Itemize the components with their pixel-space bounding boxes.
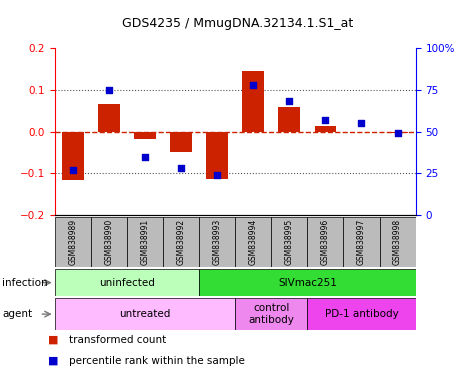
- Text: ■: ■: [48, 335, 58, 345]
- Text: untreated: untreated: [119, 309, 171, 319]
- Point: [69, 167, 76, 173]
- Text: infection: infection: [2, 278, 48, 288]
- Bar: [55, 269, 199, 296]
- Bar: [163, 217, 199, 267]
- Text: GSM838992: GSM838992: [177, 219, 185, 265]
- Bar: [55, 217, 91, 267]
- Point: [105, 87, 113, 93]
- Text: uninfected: uninfected: [99, 278, 155, 288]
- Bar: [343, 217, 380, 267]
- Point: [322, 117, 329, 123]
- Bar: [170, 131, 192, 152]
- Text: GSM838991: GSM838991: [141, 219, 149, 265]
- Text: GSM838996: GSM838996: [321, 219, 330, 265]
- Bar: [127, 217, 163, 267]
- Text: PD-1 antibody: PD-1 antibody: [324, 309, 399, 319]
- Point: [285, 98, 293, 104]
- Bar: [91, 217, 127, 267]
- Bar: [62, 131, 84, 180]
- Bar: [314, 126, 336, 131]
- Text: ■: ■: [48, 356, 58, 366]
- Bar: [134, 131, 156, 139]
- Point: [141, 154, 149, 160]
- Text: GSM838990: GSM838990: [104, 219, 113, 265]
- Bar: [351, 131, 372, 132]
- Text: GSM838995: GSM838995: [285, 219, 294, 265]
- Point: [213, 172, 221, 178]
- Bar: [235, 298, 307, 330]
- Bar: [242, 71, 264, 131]
- Bar: [199, 269, 416, 296]
- Point: [358, 120, 365, 126]
- Bar: [307, 217, 343, 267]
- Text: GSM838989: GSM838989: [68, 219, 77, 265]
- Bar: [55, 298, 235, 330]
- Bar: [98, 104, 120, 131]
- Point: [249, 82, 257, 88]
- Text: percentile rank within the sample: percentile rank within the sample: [69, 356, 245, 366]
- Point: [394, 130, 401, 136]
- Text: agent: agent: [2, 309, 32, 319]
- Text: GSM838997: GSM838997: [357, 219, 366, 265]
- Text: control
antibody: control antibody: [248, 303, 294, 325]
- Point: [177, 165, 185, 171]
- Text: GDS4235 / MmugDNA.32134.1.S1_at: GDS4235 / MmugDNA.32134.1.S1_at: [122, 17, 353, 30]
- Bar: [278, 107, 300, 131]
- Text: GSM838998: GSM838998: [393, 219, 402, 265]
- Bar: [206, 131, 228, 179]
- Bar: [235, 217, 271, 267]
- Text: transformed count: transformed count: [69, 335, 166, 345]
- Bar: [387, 131, 408, 133]
- Bar: [199, 217, 235, 267]
- Text: GSM838993: GSM838993: [213, 219, 221, 265]
- Bar: [307, 298, 416, 330]
- Text: GSM838994: GSM838994: [249, 219, 257, 265]
- Bar: [271, 217, 307, 267]
- Text: SIVmac251: SIVmac251: [278, 278, 337, 288]
- Bar: [380, 217, 416, 267]
